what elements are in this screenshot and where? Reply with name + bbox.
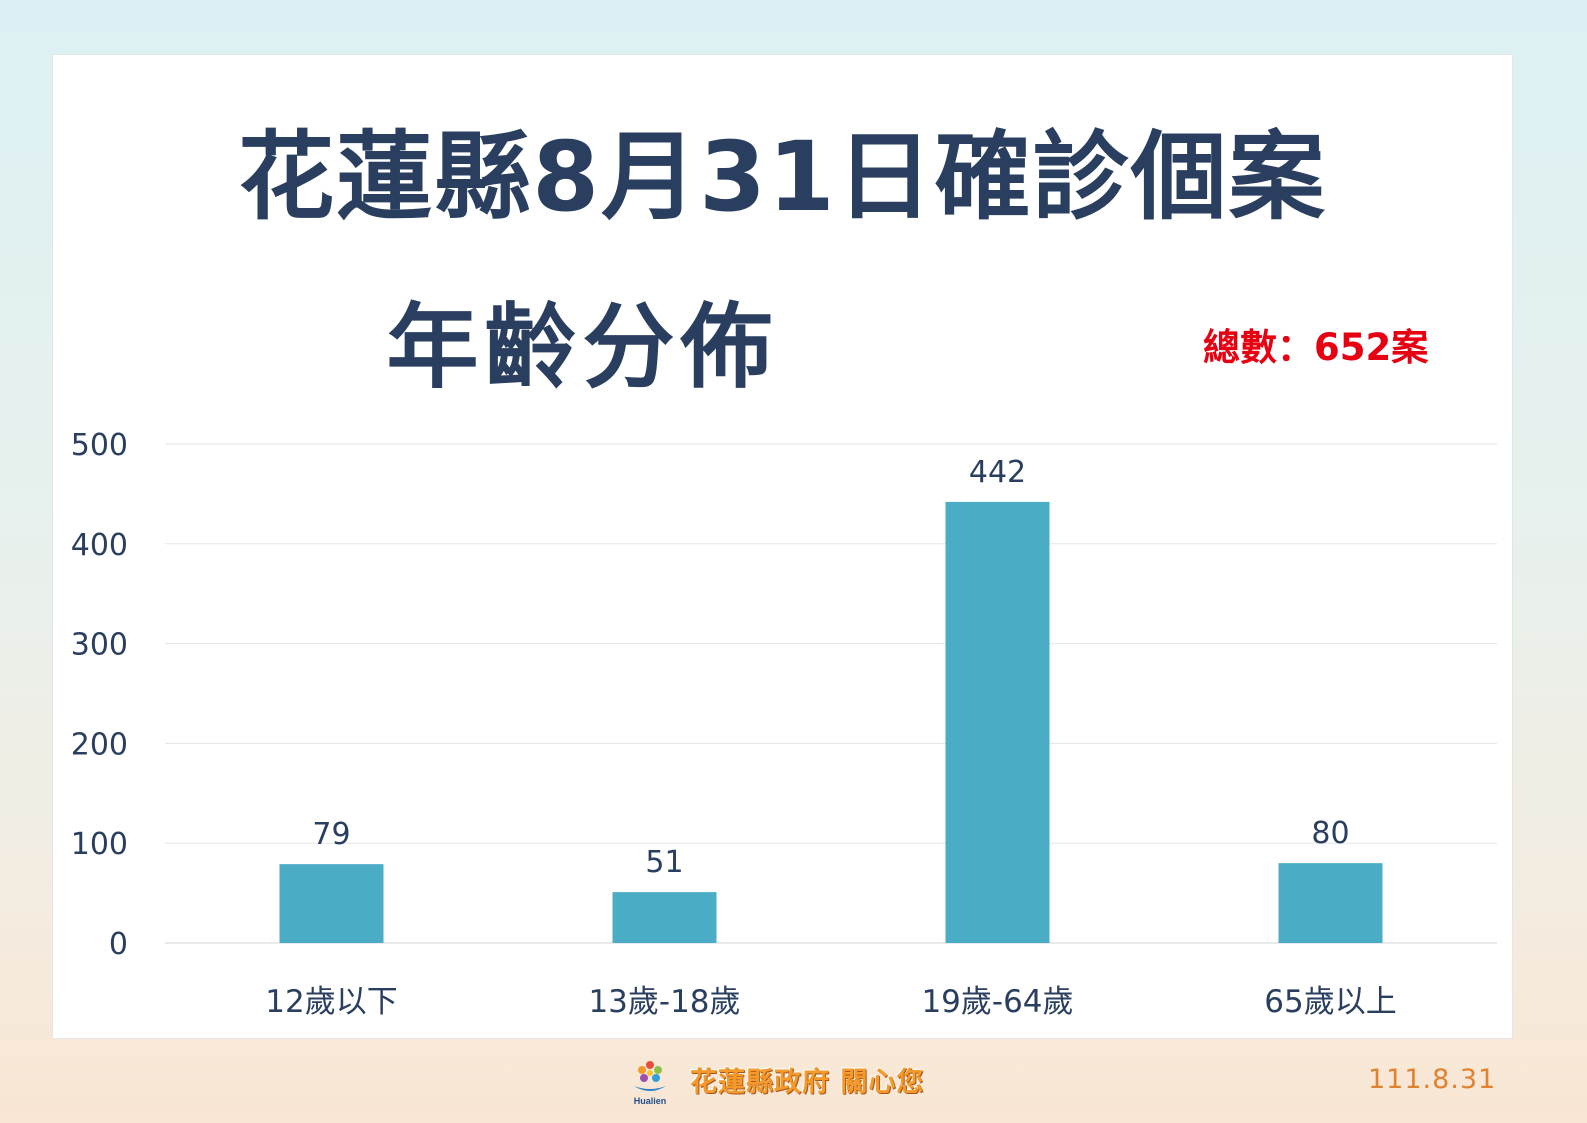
bar xyxy=(945,501,1050,943)
chart-title-line-2: 年齡分佈 xyxy=(386,294,779,401)
y-tick-label: 100 xyxy=(71,827,128,862)
x-category-label: 19歲-64歲 xyxy=(921,984,1073,1020)
total-cases-label: 總數：652案 xyxy=(1203,326,1429,369)
hualien-logo: Hualien xyxy=(634,1061,667,1106)
chart-title-line-1: 花蓮縣8月31日確診個案 xyxy=(238,121,1327,233)
bar xyxy=(279,864,384,943)
bar xyxy=(612,892,717,943)
footer-date: 111.8.31 xyxy=(1368,1064,1497,1095)
x-category-label: 12歲以下 xyxy=(265,984,397,1020)
footer-slogan: 花蓮縣政府 關心您 xyxy=(690,1067,925,1098)
bar-data-label: 442 xyxy=(969,455,1026,490)
y-tick-label: 300 xyxy=(71,628,128,663)
x-category-label: 13歲-18歲 xyxy=(588,984,740,1020)
logo-caption: Hualien xyxy=(634,1096,667,1106)
footer: Hualien 花蓮縣政府 關心您 111.8.31 xyxy=(0,1050,1587,1110)
bar-data-label: 80 xyxy=(1311,816,1349,851)
y-tick-label: 200 xyxy=(71,727,128,762)
bar xyxy=(1278,863,1383,943)
y-tick-label: 400 xyxy=(71,528,128,563)
x-category-label: 65歲以上 xyxy=(1264,984,1396,1020)
bar-data-label: 79 xyxy=(312,817,350,852)
y-tick-label: 0 xyxy=(109,927,128,962)
bar-chart: 0 100 200 300 400 500 79 12歲以下 51 13歲-18歲 442 19歲-6… xyxy=(71,428,1497,1020)
bar-data-label: 51 xyxy=(645,845,683,880)
y-tick-label: 500 xyxy=(71,428,128,463)
